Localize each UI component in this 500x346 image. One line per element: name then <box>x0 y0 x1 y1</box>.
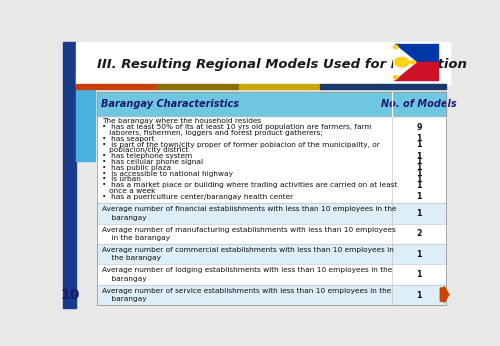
Bar <box>394 62 438 80</box>
Text: •  has public plaza: • has public plaza <box>102 165 171 171</box>
Bar <box>158 84 239 90</box>
Text: 1: 1 <box>416 169 422 178</box>
Text: Average number of lodging establishments with less than 10 employees in the
    : Average number of lodging establishments… <box>102 267 393 282</box>
Text: 1: 1 <box>416 270 422 279</box>
Bar <box>76 76 96 161</box>
Bar <box>98 285 446 305</box>
Text: Average number of financial establishments with less than 10 employees in the
  : Average number of financial establishmen… <box>102 206 397 221</box>
Text: 1: 1 <box>416 192 422 201</box>
Text: poblacion/city district: poblacion/city district <box>102 147 188 153</box>
Text: laborers, fishermen, loggers and forest product gatherers;: laborers, fishermen, loggers and forest … <box>102 130 323 136</box>
Circle shape <box>394 76 398 79</box>
Text: once a week: once a week <box>102 188 156 194</box>
Text: •  has a puericulture center/barangay health center: • has a puericulture center/barangay hea… <box>102 194 293 200</box>
Text: •  has telephone system: • has telephone system <box>102 153 192 159</box>
Text: Barangay Characteristics: Barangay Characteristics <box>101 99 239 109</box>
Text: •  is urban: • is urban <box>102 176 141 182</box>
Bar <box>98 264 446 285</box>
Text: 1: 1 <box>416 291 422 300</box>
Circle shape <box>394 45 398 49</box>
Bar <box>62 42 76 308</box>
Text: •  has cellular phone signal: • has cellular phone signal <box>102 159 203 165</box>
Text: Average number of service establishments with less than 10 employees in the
    : Average number of service establishments… <box>102 288 392 302</box>
Bar <box>320 84 446 90</box>
Text: 1: 1 <box>416 134 422 143</box>
Bar <box>394 44 438 62</box>
Bar <box>98 203 446 224</box>
Bar <box>98 92 446 116</box>
Bar <box>76 42 450 85</box>
Bar <box>76 84 158 90</box>
Circle shape <box>410 61 415 64</box>
Text: Average number of manufacturing establishments with less than 10 employees
    i: Average number of manufacturing establis… <box>102 227 396 241</box>
Polygon shape <box>394 44 416 80</box>
Text: III. Resulting Regional Models Used for Prediction: III. Resulting Regional Models Used for … <box>98 58 467 71</box>
Text: •  is part of the town/city proper of former poblacion of the municipality, or: • is part of the town/city proper of for… <box>102 142 380 147</box>
Text: 1: 1 <box>416 152 422 161</box>
Text: •  has a market place or building where trading activities are carried on at lea: • has a market place or building where t… <box>102 182 398 188</box>
Text: •  has at least 50% of its at least 10 yrs old population are farmers, farm: • has at least 50% of its at least 10 yr… <box>102 124 372 130</box>
Text: 1: 1 <box>416 140 422 149</box>
Bar <box>239 84 320 90</box>
Text: 2: 2 <box>416 229 422 238</box>
Text: No. of Models: No. of Models <box>382 99 457 109</box>
Bar <box>98 244 446 264</box>
Text: 1: 1 <box>416 209 422 218</box>
Text: 9: 9 <box>416 122 422 131</box>
Text: Average number of commercial establishments with less than 10 employees in
    t: Average number of commercial establishme… <box>102 247 394 262</box>
Bar <box>98 116 446 203</box>
Text: 10: 10 <box>60 288 80 302</box>
Text: •  is accessible to national highway: • is accessible to national highway <box>102 171 233 176</box>
Text: 1: 1 <box>416 175 422 184</box>
Text: 1: 1 <box>416 181 422 190</box>
Text: 1: 1 <box>416 250 422 259</box>
Circle shape <box>395 57 409 67</box>
Text: 1: 1 <box>416 163 422 172</box>
Text: The barangay where the household resides: The barangay where the household resides <box>102 118 261 124</box>
Text: 1: 1 <box>416 157 422 166</box>
FancyArrow shape <box>440 286 449 303</box>
Bar <box>98 224 446 244</box>
Text: •  has seaport: • has seaport <box>102 136 154 142</box>
